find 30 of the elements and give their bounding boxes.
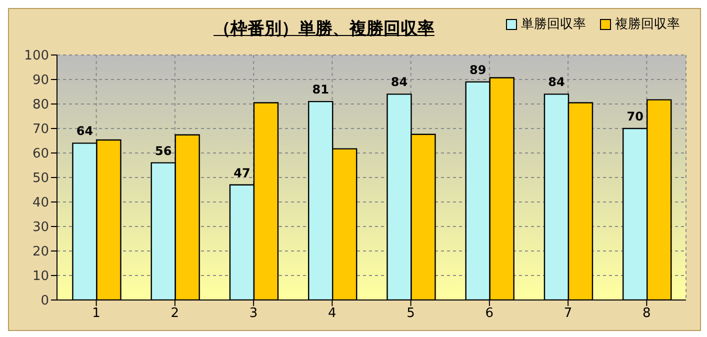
y-tick-label: 70 <box>32 122 49 138</box>
y-tick-label: 40 <box>32 196 49 211</box>
y-tick-label: 20 <box>32 244 49 260</box>
y-tick-label: 50 <box>32 171 49 186</box>
x-tick-label: 6 <box>485 306 494 322</box>
y-tick-label: 90 <box>32 73 49 88</box>
x-tick-label: 5 <box>406 306 415 322</box>
data-label: 56 <box>155 144 172 158</box>
chart-title: （枠番別）単勝、複勝回収率 <box>212 18 436 40</box>
data-label: 64 <box>76 124 94 138</box>
x-tick-label: 4 <box>328 306 336 322</box>
legend-label: 単勝回収率 <box>521 16 586 33</box>
data-label: 84 <box>390 75 408 90</box>
data-label: 84 <box>548 75 565 90</box>
legend-label: 複勝回収率 <box>615 16 680 33</box>
y-tick-label: 60 <box>32 146 49 162</box>
data-label: 47 <box>234 166 250 180</box>
x-tick-label: 3 <box>249 306 258 322</box>
data-label: 89 <box>470 62 486 77</box>
x-tick-label: 1 <box>92 306 100 322</box>
y-tick-label: 100 <box>24 48 49 64</box>
y-tick-label: 10 <box>32 269 49 284</box>
data-label: 70 <box>626 110 644 124</box>
x-tick-label: 7 <box>564 306 572 322</box>
data-label: 81 <box>312 82 329 97</box>
y-tick-label: 30 <box>32 220 49 236</box>
x-tick-label: 8 <box>642 306 651 322</box>
x-tick-label: 2 <box>170 306 180 322</box>
y-tick-label: 80 <box>32 98 49 113</box>
y-tick-label: 0 <box>40 294 49 309</box>
